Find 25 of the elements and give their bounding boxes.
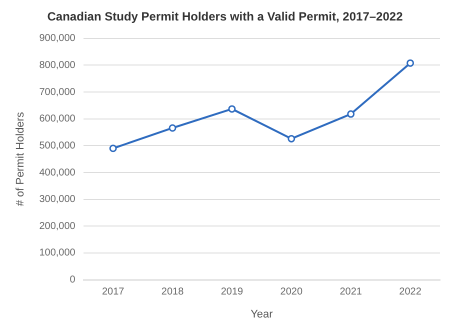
point (406, 59, 414, 67)
point (168, 124, 176, 132)
y-tick-label: 0 (70, 274, 76, 286)
y-axis-title: # of Permit Holders (14, 112, 27, 206)
point (347, 110, 355, 118)
point (109, 144, 117, 152)
y-tick-label: 400,000 (39, 167, 76, 178)
point (288, 134, 296, 142)
y-tick-label: 500,000 (39, 140, 76, 152)
y-tick-label: 700,000 (39, 86, 76, 98)
x-tick-label: 2020 (280, 286, 303, 298)
y-tick-label: 800,000 (39, 60, 76, 71)
y-tick-label: 600,000 (39, 114, 76, 125)
x-tick-label: 2022 (399, 286, 422, 298)
y-tick-label: 300,000 (39, 194, 76, 206)
x-tick-label: 2019 (220, 286, 244, 298)
x-tick-label: 2021 (340, 286, 362, 298)
y-tick-label: 200,000 (39, 220, 76, 232)
x-tick-label: 2017 (102, 286, 125, 298)
x-axis-title: Year (250, 308, 274, 320)
x-tick-label: 2018 (161, 286, 184, 298)
y-tick-label: 100,000 (39, 248, 76, 259)
y-tick-label: 900,000 (39, 33, 76, 44)
chart-title: Canadian Study Permit Holders with a Valid Permit, 2017–2022 (47, 10, 404, 24)
point (228, 105, 236, 113)
